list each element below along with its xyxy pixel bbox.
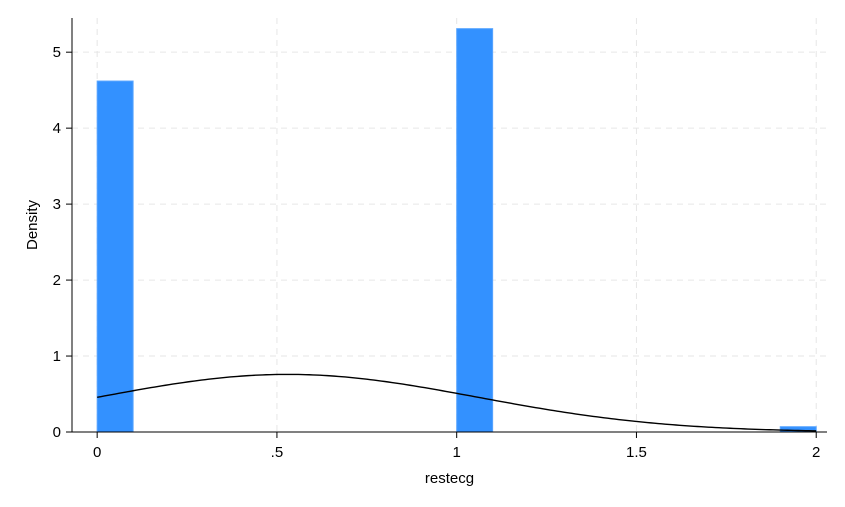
y-tick-label: 5 <box>53 44 61 61</box>
normal-density-curve <box>97 373 817 432</box>
histogram-bar <box>456 28 494 433</box>
grid-lines <box>72 18 827 432</box>
tick-labels: 0 1 2 3 4 5 0 .5 1 1.5 2 <box>53 44 821 461</box>
x-tick-label: .5 <box>271 444 284 461</box>
x-tick-label: 1 <box>453 444 461 461</box>
y-tick-label: 1 <box>53 348 61 365</box>
y-tick-label: 0 <box>53 424 61 441</box>
y-axis-title: Density <box>24 199 41 250</box>
histogram-bar <box>96 80 134 433</box>
histogram-bars <box>96 28 817 433</box>
normal-curve-line <box>97 373 817 432</box>
y-tick-label: 3 <box>53 196 61 213</box>
y-tick-label: 4 <box>53 120 61 137</box>
x-tick-label: 1.5 <box>626 444 647 461</box>
axes <box>66 18 827 438</box>
x-axis-title: restecg <box>425 470 474 487</box>
y-tick-label: 2 <box>53 272 61 289</box>
x-tick-label: 2 <box>812 444 820 461</box>
x-tick-label: 0 <box>93 444 101 461</box>
